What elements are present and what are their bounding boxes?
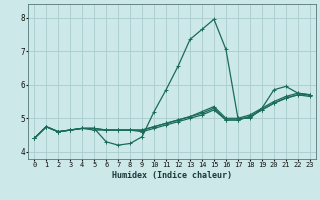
X-axis label: Humidex (Indice chaleur): Humidex (Indice chaleur) [112,171,232,180]
